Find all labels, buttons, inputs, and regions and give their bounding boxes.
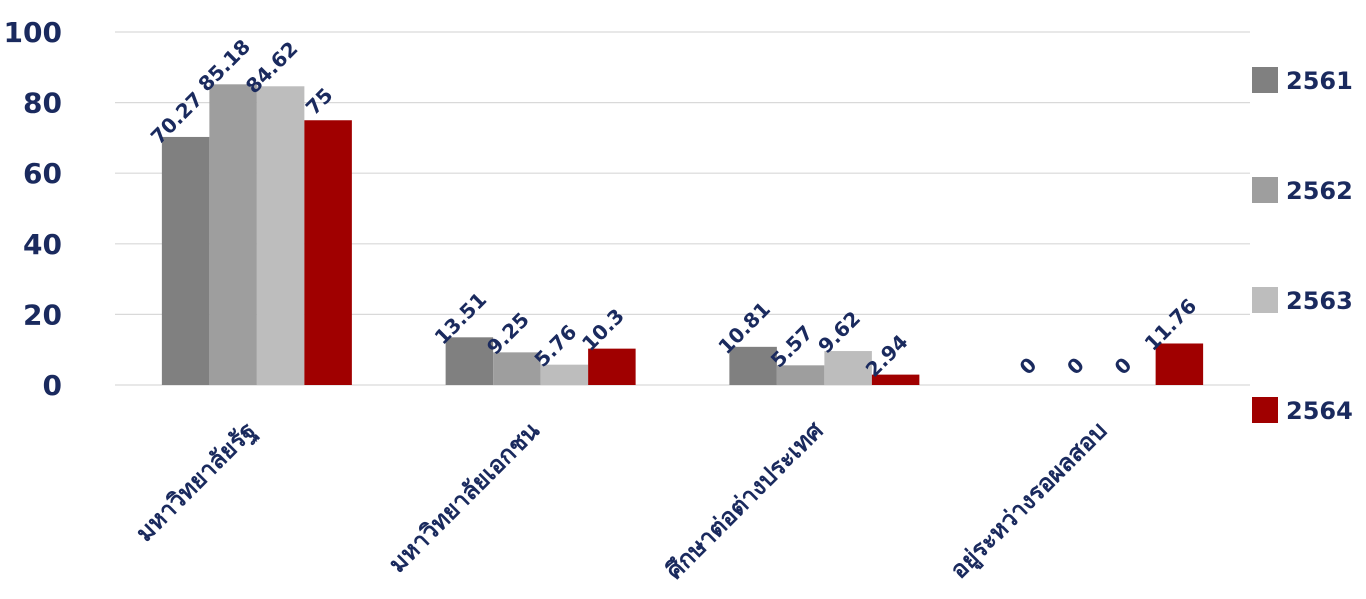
y-tick-label: 100 (4, 16, 62, 49)
legend: 2561 2562 2563 2564 (1252, 67, 1353, 425)
legend-swatch (1252, 177, 1278, 203)
legend-label: 2564 (1286, 397, 1353, 425)
data-label: 0 (1015, 353, 1042, 380)
bar (256, 86, 305, 386)
y-tick-label: 40 (23, 228, 62, 261)
legend-label: 2562 (1286, 177, 1353, 205)
x-axis-categories: มหาวิทยาลัยรัฐ มหาวิทยาลัยเอกชน ศึกษาต่อต่… (130, 416, 1113, 585)
data-label: 0 (1062, 353, 1089, 380)
category-label: มหาวิทยาลัยรัฐ (130, 416, 262, 548)
bar (161, 136, 210, 385)
bar (540, 364, 589, 385)
legend-label: 2563 (1286, 287, 1353, 315)
data-label: 10.3 (577, 304, 629, 356)
bar (824, 351, 872, 385)
y-tick-label: 80 (23, 87, 62, 120)
bars (161, 84, 1204, 386)
data-label: 0 (1110, 353, 1137, 380)
bar (493, 352, 541, 385)
category-label: มหาวิทยาลัยเอกชน (383, 416, 545, 578)
category-label: อยู่ระหว่างรอผลสอบ (945, 416, 1113, 584)
bar (776, 365, 825, 385)
bar (588, 348, 636, 385)
bar (445, 337, 494, 385)
bar (209, 84, 257, 385)
bar (1155, 343, 1204, 385)
y-tick-label: 20 (23, 298, 62, 331)
legend-swatch (1252, 67, 1278, 93)
y-axis-ticks: 0 20 40 60 80 100 (4, 16, 62, 402)
bar (871, 374, 920, 385)
bar (729, 346, 777, 385)
y-tick-label: 0 (43, 369, 62, 402)
legend-swatch (1252, 287, 1278, 313)
category-label: ศึกษาต่อต่างประเทศ (660, 416, 829, 585)
y-tick-label: 60 (23, 157, 62, 190)
legend-swatch (1252, 397, 1278, 423)
legend-label: 2561 (1286, 67, 1353, 95)
bar (304, 120, 352, 385)
data-label: 75 (301, 83, 338, 120)
